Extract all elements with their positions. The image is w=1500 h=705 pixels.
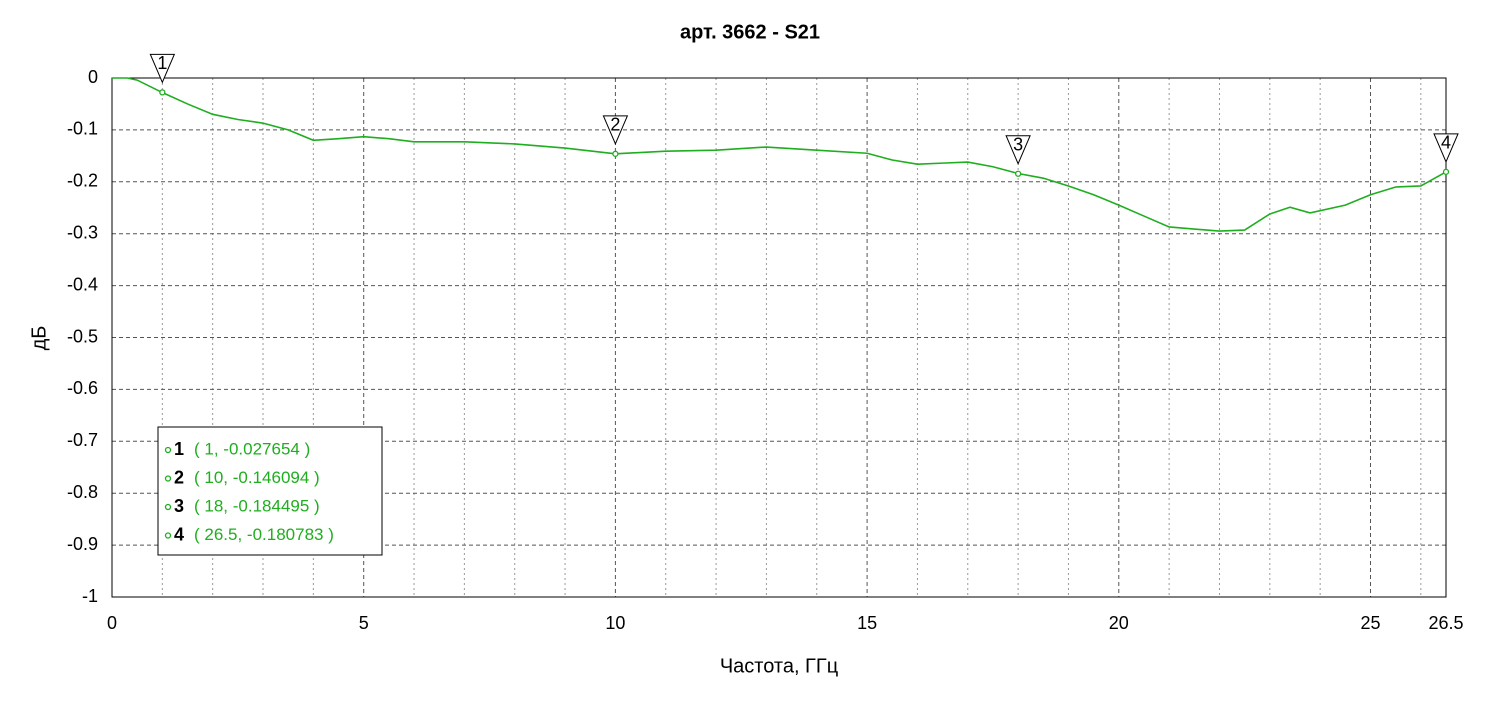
y-tick-label: 0	[88, 67, 98, 87]
marker-triangle	[602, 115, 629, 146]
legend-symbol	[164, 503, 172, 511]
marker-triangle	[1005, 135, 1031, 166]
legend-text: ( 1, -0.027654 )	[194, 439, 310, 458]
x-tick-label: 15	[857, 613, 877, 633]
marker-label: 1	[157, 53, 167, 73]
y-tick-label: -0.6	[67, 378, 98, 398]
legend-text: ( 18, -0.184495 )	[194, 496, 320, 515]
x-axis-label: Частота, ГГц	[720, 655, 838, 677]
legend-symbol	[164, 446, 172, 454]
y-tick-label: -0.7	[67, 430, 98, 450]
x-tick-label: 26.5	[1428, 613, 1463, 633]
y-tick-label: -0.3	[67, 222, 98, 242]
x-tick-label: 25	[1360, 613, 1380, 633]
legend-symbol	[164, 532, 172, 539]
marker-point	[1014, 170, 1022, 177]
plot-frame	[111, 77, 1447, 598]
x-tick-label: 10	[605, 613, 625, 633]
data-line	[112, 77, 1447, 232]
x-tick-label: 20	[1109, 613, 1129, 633]
legend-text: ( 26.5, -0.180783 )	[194, 525, 334, 544]
marker-triangle	[149, 53, 176, 84]
marker-point	[159, 89, 166, 96]
chart-title: арт. 3662 - S21	[680, 21, 820, 43]
marker-point	[1442, 168, 1450, 175]
legend-number: 3	[174, 496, 184, 516]
y-tick-label: -0.4	[67, 274, 98, 294]
y-tick-label: -0.2	[67, 171, 98, 191]
marker-point	[612, 150, 619, 157]
x-tick-label: 5	[359, 613, 369, 633]
marker-label: 4	[1441, 133, 1451, 153]
legend-box	[157, 426, 383, 556]
legend-symbol	[164, 475, 172, 482]
y-tick-label: -0.5	[67, 326, 98, 346]
y-tick-label: -0.9	[67, 534, 98, 554]
legend-number: 2	[174, 467, 184, 487]
y-axis-label: дБ	[28, 326, 50, 351]
legend-number: 4	[174, 524, 184, 544]
y-tick-label: -0.8	[67, 482, 98, 502]
legend-number: 1	[174, 439, 184, 459]
marker-triangle	[1433, 133, 1459, 164]
legend-text: ( 10, -0.146094 )	[194, 468, 320, 487]
marker-label: 3	[1013, 135, 1023, 155]
y-tick-label: -0.1	[67, 119, 98, 139]
x-tick-label: 0	[107, 613, 117, 633]
y-tick-label: -1	[82, 586, 98, 606]
marker-label: 2	[610, 115, 620, 135]
